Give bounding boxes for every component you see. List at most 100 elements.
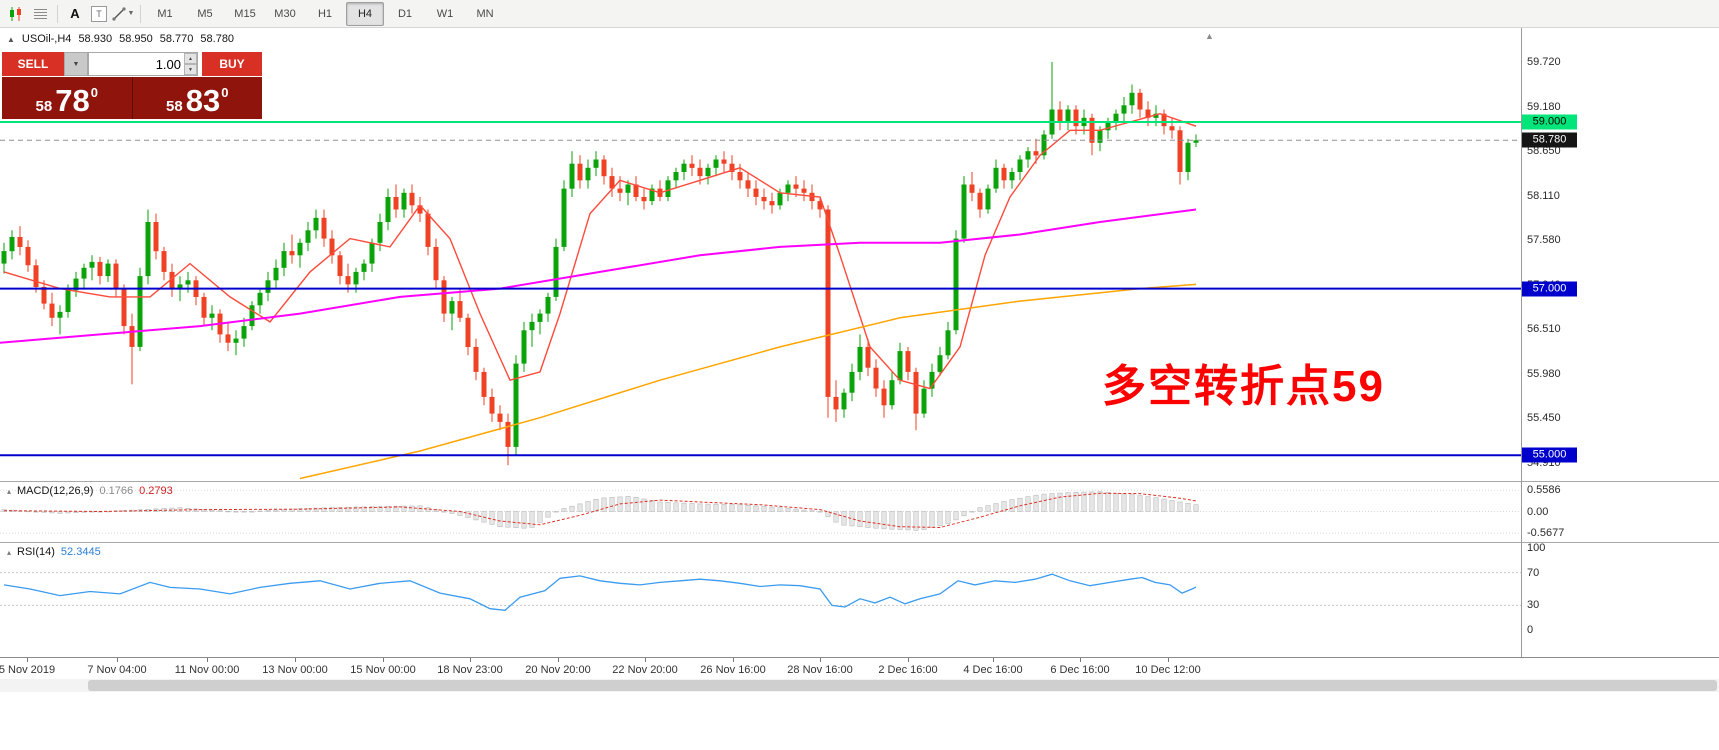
time-tick-mark [207,658,208,662]
time-tick-mark [1080,658,1081,662]
time-axis-label: 13 Nov 00:00 [262,664,328,676]
pane-separator[interactable] [0,481,1719,482]
time-axis-label: 5 Nov 2019 [0,664,56,676]
sell-button[interactable]: SELL [2,52,64,76]
buy-button[interactable]: BUY [202,52,262,76]
price-axis-label: 55.450 [1527,411,1561,424]
time-tick-mark [470,658,471,662]
chevron-down-icon: ▼ [127,10,135,17]
pane-separator[interactable] [0,542,1719,543]
ohlc-close: 58.780 [200,33,235,45]
timeframe-w1[interactable]: W1 [436,7,454,20]
chart-title: ▲ USOil-,H4 58.930 58.950 58.770 58.780 [7,33,234,45]
time-tick-mark [383,658,384,662]
toolbar-separator [57,4,58,23]
rsi-label: ▴ RSI(14) 52.3445 [7,546,101,558]
volume-decrement-button[interactable]: ▼ [184,64,197,75]
time-tick-mark [645,658,646,662]
price-axis-label: 59.720 [1527,56,1561,69]
timeframe-h1[interactable]: H1 [317,7,333,20]
ohlc-open: 58.930 [78,33,113,45]
time-axis-label: 26 Nov 16:00 [700,664,766,676]
time-axis-label: 18 Nov 23:00 [437,664,503,676]
timeframe-h4[interactable]: H4 [346,1,384,26]
timeframe-m5[interactable]: M5 [197,7,213,20]
volume-input[interactable] [88,52,198,76]
time-tick-mark [27,658,28,662]
price-axis-label: 59.180 [1527,101,1561,113]
time-tick-mark [117,658,118,662]
price-axis-label: 57.580 [1527,234,1561,247]
price-axis-label: 55.980 [1527,367,1561,380]
ohlc-low: 58.770 [159,33,194,45]
timeframe-m1[interactable]: M1 [157,7,173,20]
time-axis-label: 4 Dec 16:00 [963,664,1023,676]
timeframe-m15[interactable]: M15 [234,7,256,20]
ohlc-high: 58.950 [119,33,153,45]
macd-axis-label: 0.5586 [1527,484,1561,497]
macd-axis-label: -0.5677 [1527,527,1565,540]
toolbar-separator [140,4,141,23]
rsi-axis-label: 100 [1527,542,1546,554]
sell-price-box[interactable]: 58 78 0 [2,77,133,119]
time-tick-mark [820,658,821,662]
time-axis-label: 10 Dec 12:00 [1135,664,1201,676]
price-axis-label: 58.650 [1527,145,1561,158]
rsi-axis-label: 70 [1527,566,1540,579]
autoscroll-marker-icon[interactable]: ▲ [1205,31,1214,41]
timeframe-mn[interactable]: MN [476,7,494,20]
volume-dropdown-button[interactable]: ▼ [64,52,88,76]
toolbar: A T ▼ M1 M5 M15 M30 H1 H4 D1 W1 MN [0,0,1719,28]
chart-annotation-text: 多空转折点59 [1102,362,1385,411]
text-frame-icon[interactable]: T [87,3,111,25]
macd-axis-label: 0.00 [1527,505,1549,518]
indicator-collapse-icon[interactable]: ▴ [7,486,12,496]
candlestick-chart-icon[interactable] [4,3,28,25]
timeframe-m30[interactable]: M30 [274,7,296,20]
rsi-axis-label: 0 [1527,624,1534,636]
rsi-value: 52.3445 [60,546,101,558]
time-axis-label: 15 Nov 00:00 [350,664,416,676]
scrollbar-thumb[interactable] [88,680,1717,691]
time-axis-label: 6 Dec 16:00 [1050,664,1110,676]
rsi-axis-label: 30 [1527,599,1540,612]
symbol-period: USOil-,H4 [21,33,72,45]
price-axis-label: 58.110 [1527,190,1560,203]
volume-stepper: ▲ ▼ [184,53,197,75]
indicator-list-icon[interactable] [28,3,52,25]
timeframe-group: M1 M5 M15 M30 H1 H4 D1 W1 MN [146,1,504,26]
time-axis-label: 20 Nov 20:00 [525,664,591,676]
symbol-trend-icon: ▲ [7,34,15,44]
price-chart[interactable] [0,28,1521,481]
price-level-tag: 57.000 [1522,281,1577,297]
time-tick-mark [993,658,994,662]
time-axis-label: 7 Nov 04:00 [87,664,147,676]
buy-price-box[interactable]: 58 83 0 [166,83,229,119]
time-tick-mark [558,658,559,662]
price-level-tag: 55.000 [1522,447,1577,463]
horizontal-scrollbar[interactable] [0,679,1719,692]
time-axis-label: 22 Nov 20:00 [612,664,678,676]
text-label-icon[interactable]: A [70,6,80,21]
timeframe-d1[interactable]: D1 [397,7,413,20]
volume-increment-button[interactable]: ▲ [184,53,197,64]
time-axis-label: 28 Nov 16:00 [787,664,853,676]
macd-main-value: 0.1766 [99,485,134,497]
time-axis[interactable]: 5 Nov 2019 7 Nov 04:00 11 Nov 00:00 13 Nov … [0,657,1719,678]
time-axis-label: 11 Nov 00:00 [174,664,240,676]
price-axis-label: 56.510 [1527,323,1561,336]
price-level-tag: 58.780 [1522,132,1577,148]
one-click-trading-widget: SELL ▼ ▲ ▼ BUY 58 78 0 58 83 0 [2,52,262,119]
time-tick-mark [295,658,296,662]
drawing-tools-icon[interactable]: ▼ [111,3,135,25]
time-axis-label: 2 Dec 16:00 [878,664,938,676]
macd-label: ▴ MACD(12,26,9) 0.1766 0.2793 [7,485,173,497]
indicator-collapse-icon[interactable]: ▴ [7,547,12,557]
price-level-tag: 59.000 [1522,114,1577,130]
macd-signal-value: 0.2793 [139,485,173,497]
macd-indicator-pane[interactable] [0,481,1521,542]
rsi-indicator-pane[interactable] [0,542,1521,657]
time-tick-mark [908,658,909,662]
time-tick-mark [1168,658,1169,662]
